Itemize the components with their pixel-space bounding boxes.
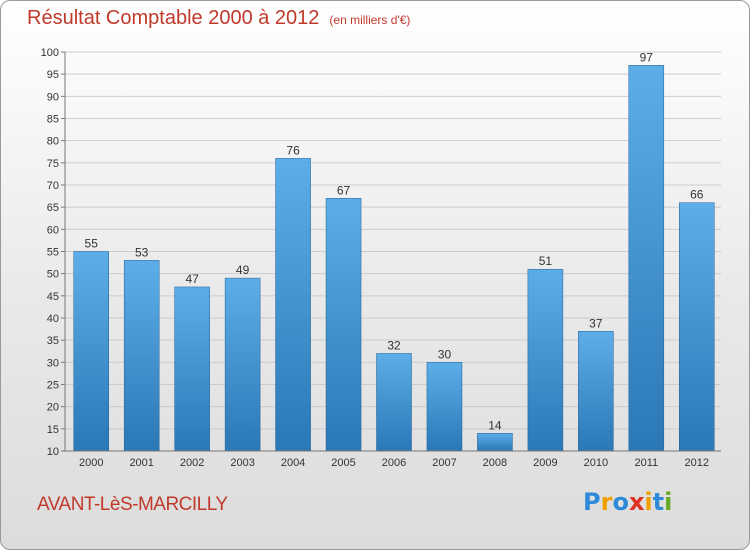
logo-letter: i: [644, 488, 653, 516]
data-label: 53: [135, 245, 149, 259]
y-tick-label: 70: [47, 180, 59, 192]
y-tick-label: 35: [47, 335, 59, 347]
y-tick-label: 20: [47, 402, 59, 414]
bar-2005: [325, 198, 362, 452]
data-label: 67: [337, 183, 351, 197]
y-tick-label: 95: [47, 69, 59, 81]
y-tick-label: 55: [47, 247, 59, 259]
x-tick-label: 2002: [180, 457, 204, 469]
bar-2002: [174, 286, 210, 452]
x-tick-label: 2008: [483, 457, 507, 469]
bar-2006: [376, 353, 412, 452]
bar-2009: [527, 268, 564, 452]
x-tick-label: 2000: [79, 457, 103, 469]
y-tick-label: 85: [47, 114, 59, 126]
y-tick-label: 45: [47, 291, 59, 303]
bar-2012: [679, 202, 715, 452]
title-text: Résultat Comptable 2000 à 2012: [27, 7, 320, 29]
y-tick-label: 25: [47, 380, 59, 392]
x-tick-label: 2009: [533, 457, 557, 469]
data-label: 49: [236, 263, 250, 277]
logo-letter: r: [600, 488, 613, 516]
data-label: 47: [185, 272, 199, 286]
data-label: 51: [539, 254, 553, 268]
data-label: 32: [387, 338, 401, 352]
x-tick-label: 2011: [634, 457, 658, 469]
x-tick-label: 2003: [230, 457, 254, 469]
data-label: 76: [286, 143, 300, 157]
bar-2011: [628, 65, 665, 452]
logo-letter: P: [583, 488, 601, 516]
y-tick-label: 90: [47, 91, 59, 103]
bar-2007: [426, 362, 463, 452]
bar-2001: [123, 260, 160, 452]
logo-letter: x: [628, 488, 645, 516]
x-tick-label: 2010: [584, 457, 608, 469]
bar-2008: [477, 433, 513, 452]
y-tick-label: 10: [47, 446, 59, 458]
y-tick-label: 40: [47, 313, 59, 325]
bar-chart: 101520253035404550556065707580859095100 …: [41, 47, 721, 469]
data-label: 30: [438, 347, 452, 361]
y-tick-label: 30: [47, 357, 59, 369]
x-tick-label: 2006: [382, 457, 406, 469]
y-tick-label: 65: [47, 202, 59, 214]
city-name: AVANT-LèS-MARCILLY: [37, 494, 228, 515]
data-label: 55: [85, 237, 99, 251]
y-tick-label: 50: [47, 269, 59, 281]
bars: 55 53 47 49 76 67 32 30 14 51 37 97 66: [73, 50, 715, 452]
bar-2003: [224, 277, 261, 452]
bar-2004: [275, 158, 311, 452]
y-tick-label: 60: [47, 224, 59, 236]
logo-letter: i: [664, 488, 673, 516]
data-label: 14: [488, 418, 502, 432]
y-tick-label: 75: [47, 158, 59, 170]
logo-letter: t: [652, 488, 665, 516]
data-label: 37: [589, 316, 603, 330]
x-tick-label: 2007: [432, 457, 456, 469]
x-tick-label: 2012: [685, 457, 709, 469]
x-tick-label: 2001: [129, 457, 153, 469]
x-tick-label: 2004: [281, 457, 305, 469]
x-tick-label: 2005: [331, 457, 355, 469]
y-tick-label: 80: [47, 136, 59, 148]
y-tick-label: 100: [41, 47, 59, 59]
y-axis: 10 15 20 25 30 35 40 45 50 55 60 65 70 75 80 85 90 95 100: [41, 47, 66, 458]
bar-2000: [73, 251, 109, 452]
bar-2010: [578, 331, 614, 452]
chart-title: Résultat Comptable 2000 à 2012 (en millie…: [27, 7, 410, 30]
data-label: 66: [690, 188, 704, 202]
title-unit: (en milliers d'€): [329, 13, 411, 27]
proxiti-logo: Proxiti: [583, 488, 672, 516]
logo-letter: o: [612, 488, 629, 516]
y-tick-label: 15: [47, 424, 59, 436]
data-label: 97: [640, 50, 654, 64]
x-axis: 2000 2001 2002 2003 2004 2005 2006 2007 2008 2009…: [65, 450, 721, 469]
